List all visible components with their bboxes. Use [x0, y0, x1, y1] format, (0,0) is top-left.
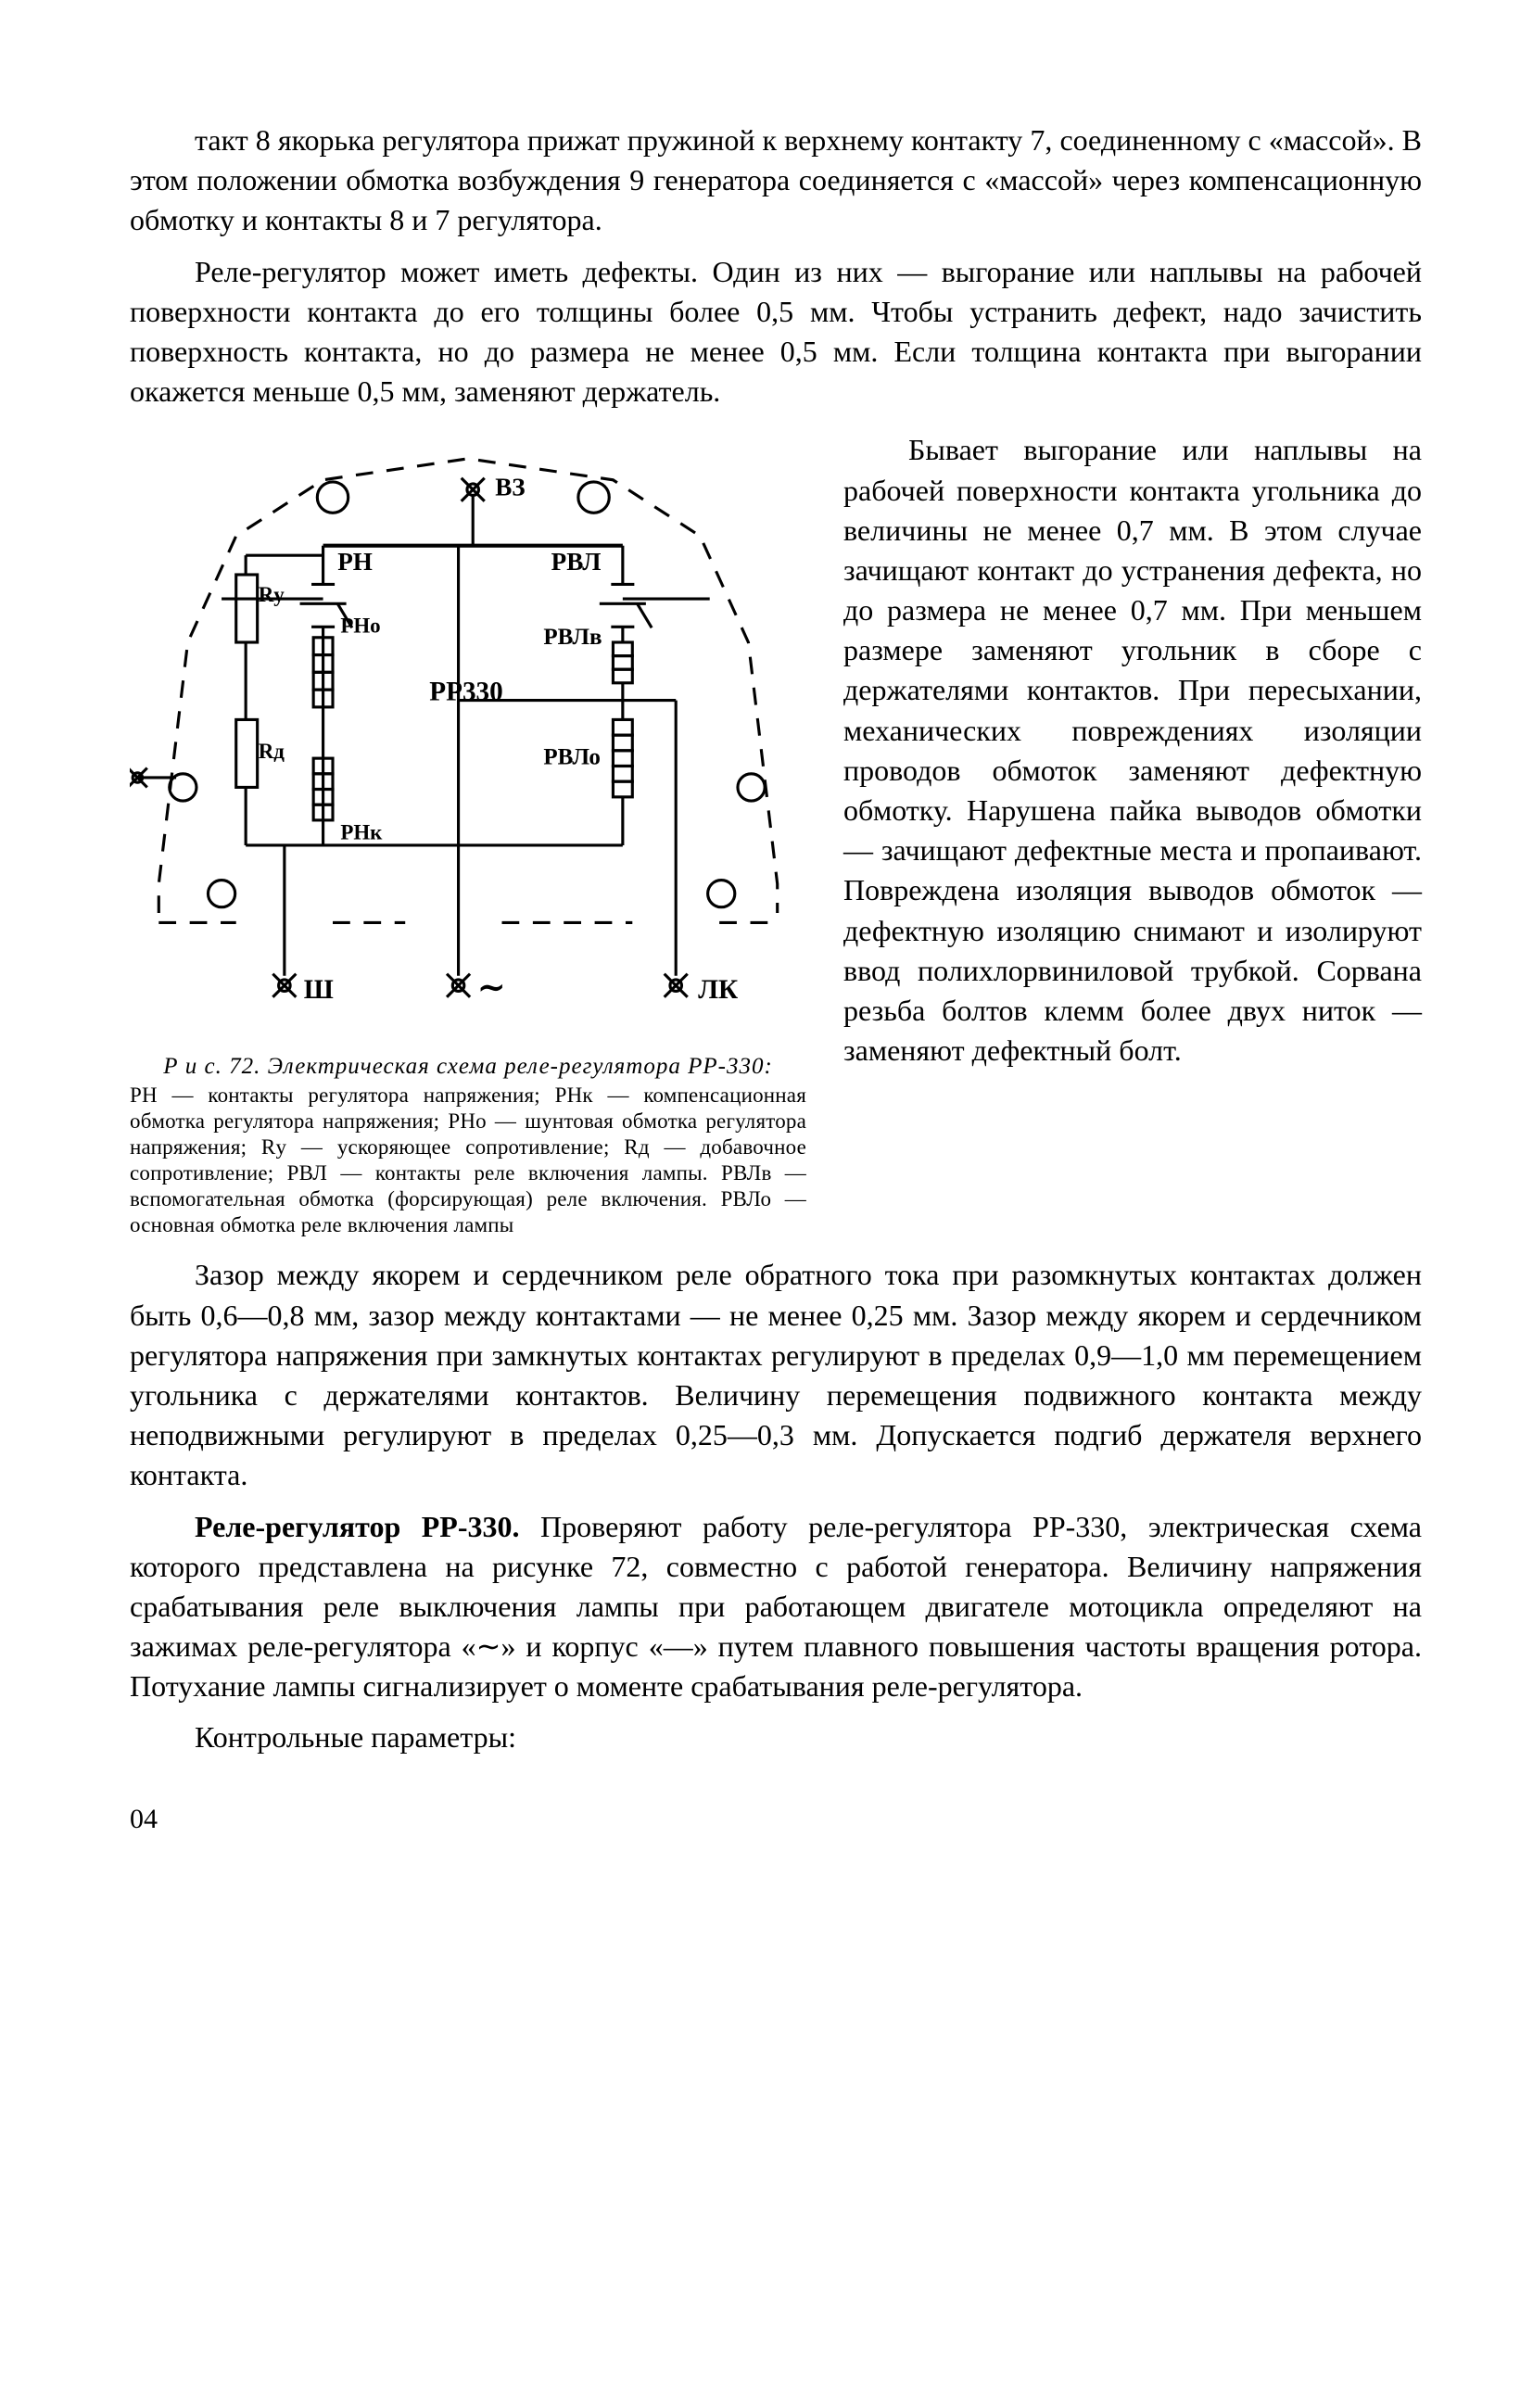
figure-schematic: ВЗ РН РВЛ РВЛв РВЛо РНо РНк Rу Rд РР330 … — [130, 439, 806, 1039]
label-rvl: РВЛ — [551, 548, 602, 576]
paragraph-1: такт 8 якорька регулятора прижат пружино… — [130, 120, 1422, 241]
paragraph-4: Зазор между якорем и сердечником реле об… — [130, 1255, 1422, 1495]
paragraph-2: Реле-регулятор может иметь дефекты. Один… — [130, 252, 1422, 412]
figure-block: ВЗ РН РВЛ РВЛв РВЛо РНо РНк Rу Rд РР330 … — [130, 439, 806, 1238]
label-rr330: РР330 — [429, 678, 502, 707]
label-rn: РН — [337, 548, 373, 576]
paragraph-6: Контрольные параметры: — [130, 1717, 1422, 1757]
label-rvlv: РВЛв — [543, 625, 602, 650]
label-sh: Ш — [304, 975, 334, 1005]
paragraph-5-lead: Реле-регулятор РР-330. — [195, 1510, 520, 1543]
label-ru: Rу — [259, 584, 285, 607]
label-vz: ВЗ — [495, 474, 525, 501]
label-rnk: РНк — [340, 821, 383, 844]
label-tilde: ∼ — [477, 969, 505, 1006]
label-rd: Rд — [259, 740, 285, 763]
wrap-block: ВЗ РН РВЛ РВЛв РВЛо РНо РНк Rу Rд РР330 … — [130, 430, 1422, 1255]
page-number: 04 — [130, 1801, 1422, 1839]
figure-caption-title: Р и с. 72. Электрическая схема реле-регу… — [130, 1052, 806, 1081]
label-rno: РНо — [340, 615, 380, 638]
paragraph-5: Реле-регулятор РР-330. Проверяют работу … — [130, 1507, 1422, 1707]
label-lk: ЛК — [698, 975, 738, 1005]
label-rvlo: РВЛо — [543, 745, 601, 770]
figure-caption-body: РН — контакты регулятора напряжения; РНк… — [130, 1083, 806, 1238]
